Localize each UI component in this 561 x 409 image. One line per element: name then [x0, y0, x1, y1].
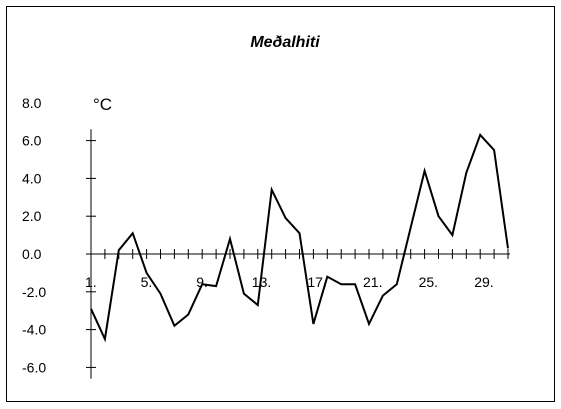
- x-tick-label: 1.: [85, 274, 97, 290]
- y-tick-label: 0.0: [22, 246, 42, 262]
- y-axis: 8.0 6.0 4.0 2.0 0.0 -2.0 -4.0 -6.0: [22, 95, 96, 379]
- series-group: [90, 133, 509, 343]
- chart-frame: [6, 6, 555, 402]
- x-tick-label: 21.: [363, 274, 382, 290]
- series-line: [90, 133, 509, 343]
- x-tick-label: 5.: [141, 274, 153, 290]
- x-axis: 1. 5. 9. 13. 17. 21. 25. 29.: [85, 249, 510, 290]
- y-axis-unit: °C: [93, 95, 112, 114]
- y-tick-label: -2.0: [22, 284, 46, 300]
- y-tick-label: 6.0: [22, 133, 42, 149]
- x-tick-label: 29.: [474, 274, 493, 290]
- x-tick-label: 25.: [419, 274, 438, 290]
- y-tick-label: -4.0: [22, 322, 46, 338]
- x-tick-label: 17.: [307, 274, 326, 290]
- y-tick-label: 2.0: [22, 208, 42, 224]
- y-tick-label: 4.0: [22, 170, 42, 186]
- x-tick-label: 9.: [196, 274, 208, 290]
- chart-title: Meðalhiti: [250, 34, 320, 51]
- y-tick-label: -6.0: [22, 359, 46, 375]
- y-tick-label: 8.0: [22, 95, 42, 111]
